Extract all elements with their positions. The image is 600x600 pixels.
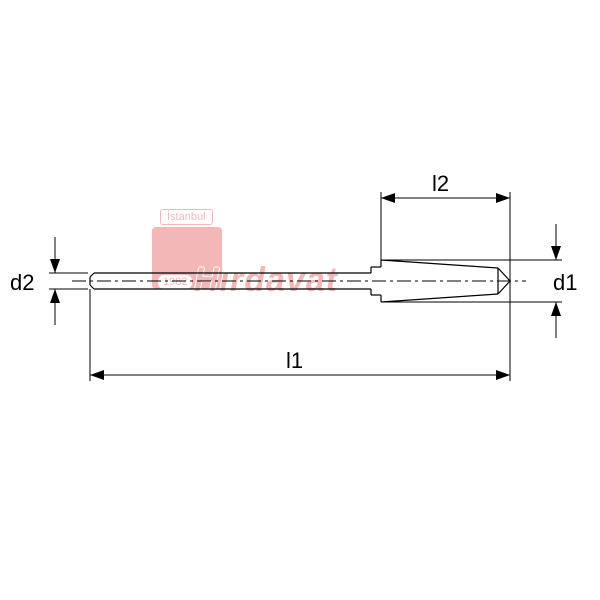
drawing-svg — [0, 0, 600, 600]
diagram-canvas: { "diagram": { "width": 600, "height": 6… — [0, 0, 600, 600]
